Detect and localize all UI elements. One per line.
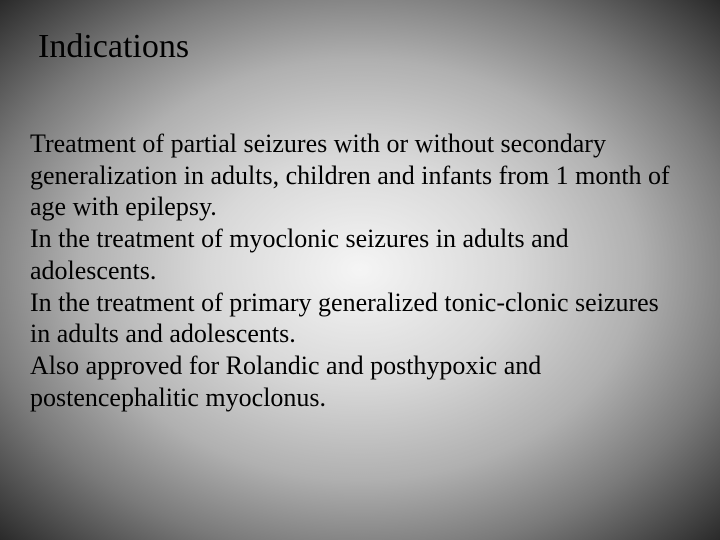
body-paragraph: Treatment of partial seizures with or wi… <box>30 128 680 223</box>
slide-container: Indications Treatment of partial seizure… <box>0 0 720 540</box>
slide-title: Indications <box>38 28 189 66</box>
body-paragraph: Also approved for Rolandic and posthypox… <box>30 350 680 413</box>
body-paragraph: In the treatment of myoclonic seizures i… <box>30 223 680 286</box>
body-paragraph: In the treatment of primary generalized … <box>30 287 680 350</box>
slide-body: Treatment of partial seizures with or wi… <box>30 128 680 413</box>
